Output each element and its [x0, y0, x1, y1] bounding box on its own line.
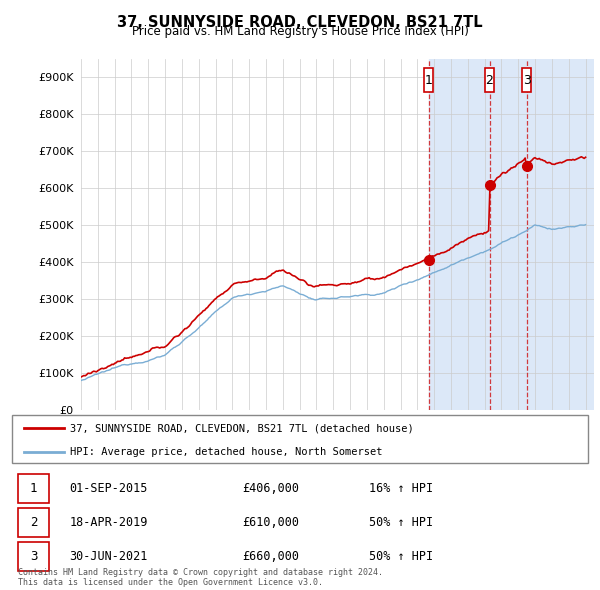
- FancyBboxPatch shape: [485, 68, 494, 93]
- Text: 1: 1: [425, 74, 433, 87]
- FancyBboxPatch shape: [18, 542, 49, 571]
- FancyBboxPatch shape: [18, 507, 49, 537]
- Text: 30-JUN-2021: 30-JUN-2021: [70, 550, 148, 563]
- FancyBboxPatch shape: [18, 474, 49, 503]
- Text: 2: 2: [485, 74, 493, 87]
- Text: 18-APR-2019: 18-APR-2019: [70, 516, 148, 529]
- Text: 16% ↑ HPI: 16% ↑ HPI: [369, 482, 433, 495]
- Text: £610,000: £610,000: [242, 516, 299, 529]
- Text: 3: 3: [523, 74, 530, 87]
- Text: HPI: Average price, detached house, North Somerset: HPI: Average price, detached house, Nort…: [70, 447, 382, 457]
- Text: 3: 3: [30, 550, 37, 563]
- FancyBboxPatch shape: [12, 415, 588, 463]
- FancyBboxPatch shape: [424, 68, 433, 93]
- Bar: [428, 59, 594, 410]
- Text: Contains HM Land Registry data © Crown copyright and database right 2024.
This d: Contains HM Land Registry data © Crown c…: [18, 568, 383, 587]
- Text: 2: 2: [30, 516, 37, 529]
- FancyBboxPatch shape: [522, 68, 532, 93]
- Text: £660,000: £660,000: [242, 550, 299, 563]
- Text: £406,000: £406,000: [242, 482, 299, 495]
- Text: 37, SUNNYSIDE ROAD, CLEVEDON, BS21 7TL: 37, SUNNYSIDE ROAD, CLEVEDON, BS21 7TL: [117, 15, 483, 30]
- Text: 1: 1: [30, 482, 37, 495]
- Text: 01-SEP-2015: 01-SEP-2015: [70, 482, 148, 495]
- Text: Price paid vs. HM Land Registry's House Price Index (HPI): Price paid vs. HM Land Registry's House …: [131, 25, 469, 38]
- Text: 50% ↑ HPI: 50% ↑ HPI: [369, 550, 433, 563]
- Text: 50% ↑ HPI: 50% ↑ HPI: [369, 516, 433, 529]
- Text: 37, SUNNYSIDE ROAD, CLEVEDON, BS21 7TL (detached house): 37, SUNNYSIDE ROAD, CLEVEDON, BS21 7TL (…: [70, 423, 413, 433]
